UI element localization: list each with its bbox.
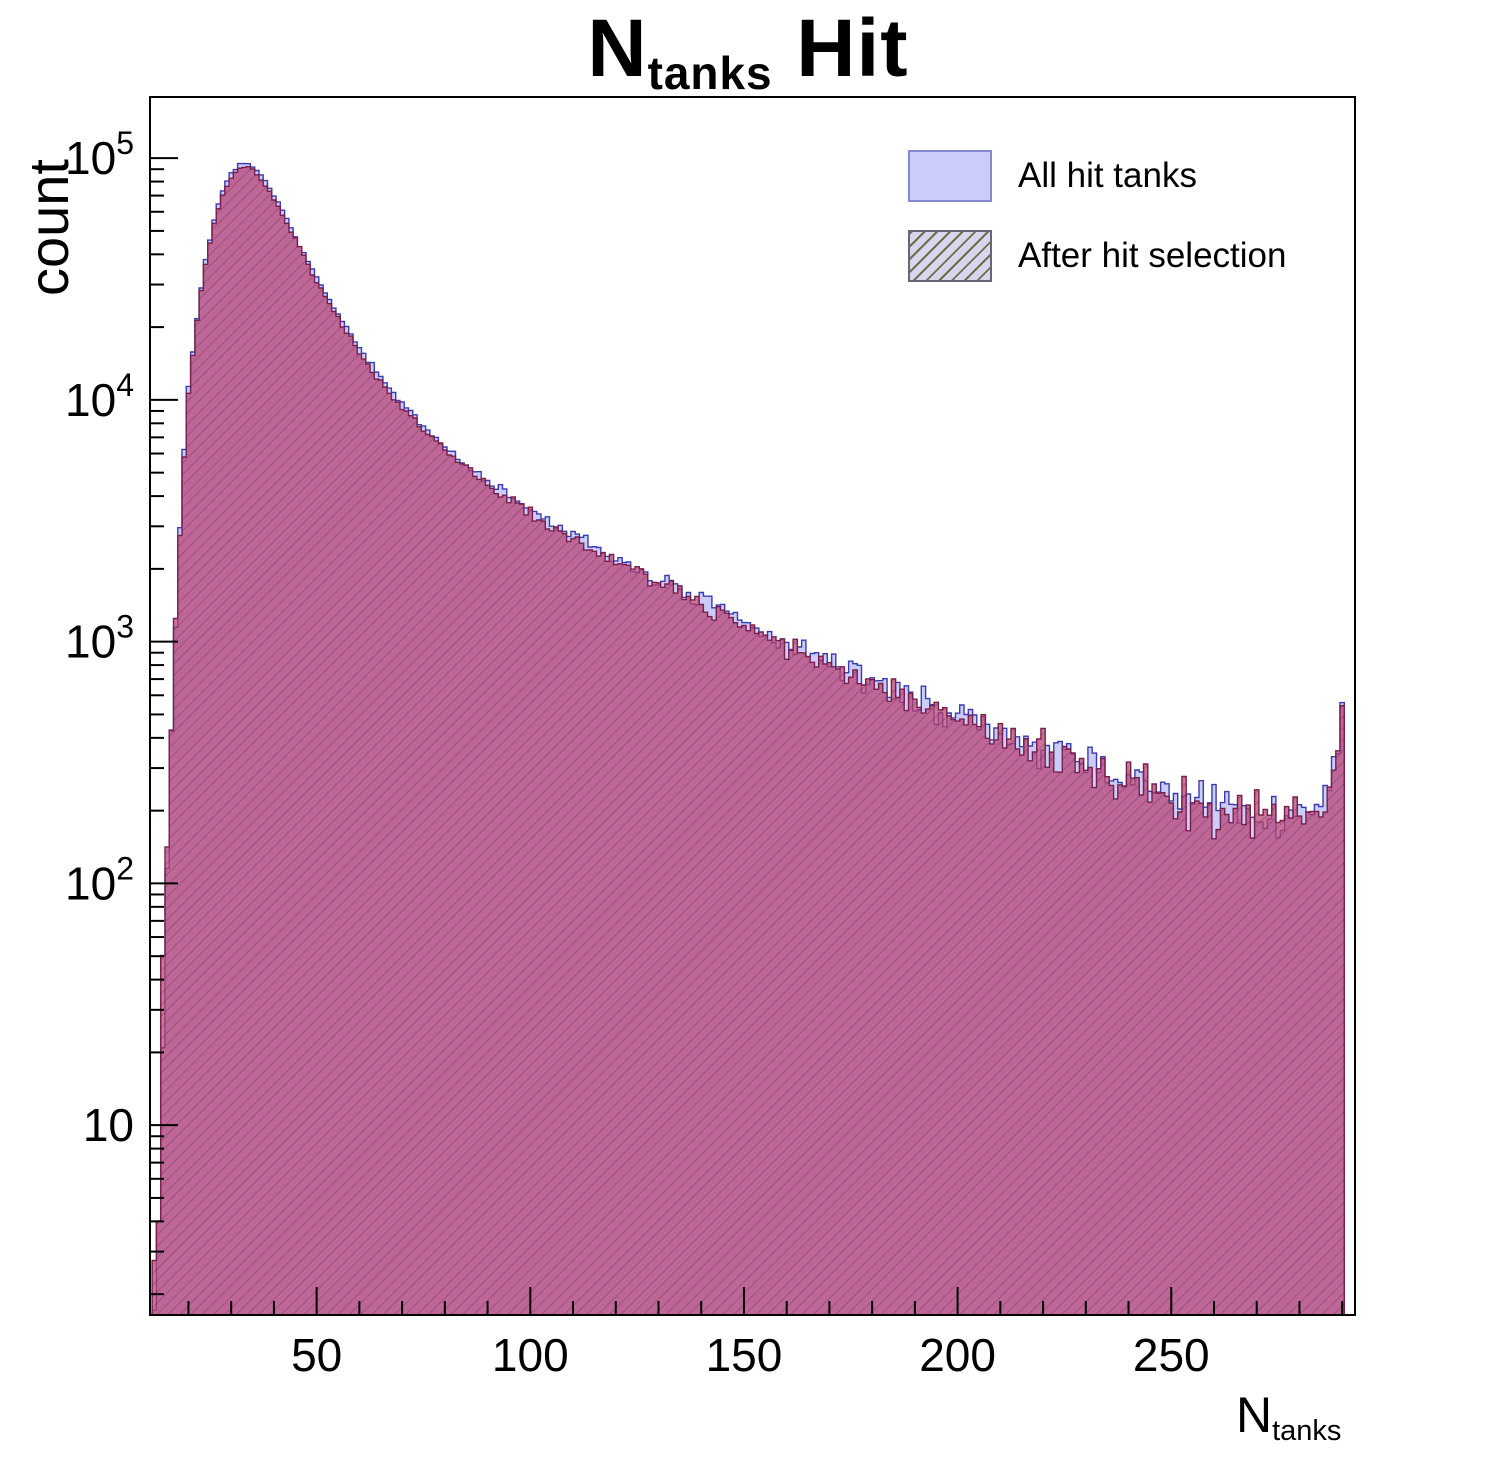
legend: All hit tanks After hit selection	[908, 150, 1328, 310]
title-prefix: N	[587, 3, 648, 94]
title-suffix: Hit	[772, 3, 909, 94]
axis-tick-labels: 50 100 150 200 250 10 102 103 104 105	[65, 125, 1210, 1381]
axis-ticks	[150, 157, 1344, 1315]
svg-text:50: 50	[291, 1329, 342, 1381]
legend-label-all-hit-tanks: All hit tanks	[1018, 156, 1197, 195]
x-axis-title-subscript: tanks	[1272, 1415, 1342, 1448]
svg-text:102: 102	[65, 850, 134, 909]
svg-text:200: 200	[919, 1329, 996, 1381]
legend-swatch-all-hit-tanks	[908, 150, 992, 202]
svg-text:103: 103	[65, 609, 134, 668]
title-subscript: tanks	[647, 46, 773, 99]
legend-swatch-after-hit-selection	[908, 230, 992, 282]
legend-item-all-hit-tanks: All hit tanks	[908, 150, 1328, 202]
svg-text:10: 10	[83, 1099, 134, 1151]
svg-text:105: 105	[65, 125, 134, 184]
series-1-hatch	[152, 166, 1345, 1316]
legend-item-after-hit-selection: After hit selection	[908, 230, 1328, 282]
legend-label-after-hit-selection: After hit selection	[1018, 236, 1287, 275]
plot-frame	[149, 96, 1356, 1316]
svg-text:100: 100	[492, 1329, 569, 1381]
svg-text:250: 250	[1133, 1329, 1210, 1381]
y-axis-title: count	[17, 159, 80, 296]
x-axis-title-prefix: N	[1236, 1387, 1273, 1443]
x-axis-title: Ntanks	[1236, 1386, 1341, 1448]
svg-text:150: 150	[706, 1329, 783, 1381]
svg-text:104: 104	[65, 367, 134, 426]
page-title: Ntanks Hit	[0, 2, 1496, 100]
